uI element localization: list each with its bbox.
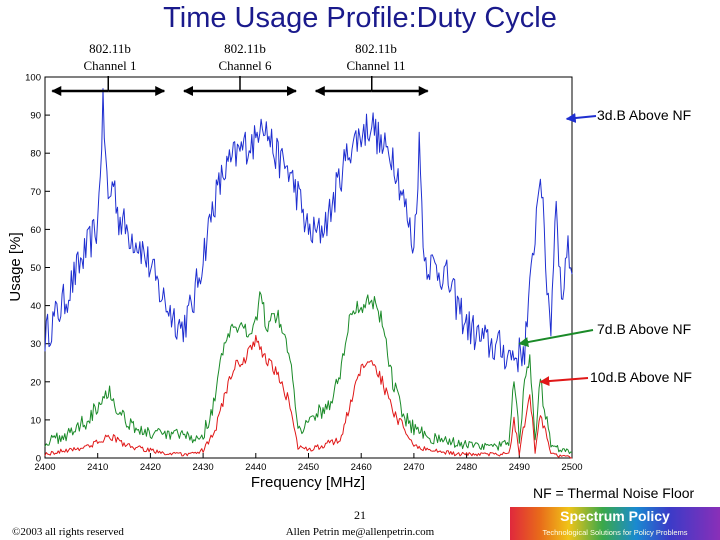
channel-markers (51, 76, 429, 96)
channel-1-standard: 802.11b (89, 41, 131, 56)
y-tick-label: 90 (30, 111, 41, 122)
channel-6-standard: 802.11b (224, 41, 266, 56)
logo-title: Spectrum Policy (560, 508, 670, 524)
page-number: 21 (354, 508, 366, 522)
y-tick-label: 0 (36, 454, 41, 465)
series-annotations (518, 113, 597, 387)
channel-11-name: Channel 11 (346, 58, 406, 73)
logo-tagline: Technological Solutions for Policy Probl… (542, 528, 688, 537)
slide-title: Time Usage Profile:Duty Cycle (163, 2, 557, 34)
y-tick-label: 50 (30, 263, 41, 274)
x-tick-label: 2430 (193, 462, 214, 473)
x-tick-label: 2450 (298, 462, 319, 473)
y-tick-label: 40 (30, 301, 41, 312)
channel-11-standard: 802.11b (355, 41, 397, 56)
series-10db-line (44, 334, 572, 459)
x-tick-label: 2400 (34, 462, 55, 473)
annotation-7db: 7d.B Above NF (597, 321, 692, 337)
footer-author: Allen Petrin me@allenpetrin.com (285, 526, 435, 538)
series-3db-line (44, 88, 573, 373)
x-tick-label: 2490 (509, 462, 530, 473)
channel-6-name: Channel 6 (218, 58, 272, 73)
noise-floor-note: NF = Thermal Noise Floor (533, 485, 695, 501)
series-7db-line (44, 291, 573, 454)
y-tick-label: 20 (30, 377, 41, 388)
x-tick-label: 2500 (561, 462, 582, 473)
x-tick-label: 2410 (87, 462, 108, 473)
y-tick-label: 60 (30, 225, 41, 236)
x-tick-label: 2420 (140, 462, 161, 473)
plot-frame (44, 76, 573, 459)
x-axis-label: Frequency [MHz] (251, 474, 365, 491)
annotation-10db-arrow (539, 376, 589, 387)
copyright-notice: ©2003 all rights reserved (12, 526, 124, 538)
series-layer (44, 88, 573, 459)
y-tick-label: 30 (30, 339, 41, 350)
y-tick-label: 100 (25, 73, 41, 84)
annotation-3db: 3d.B Above NF (597, 107, 692, 123)
annotation-10db: 10d.B Above NF (590, 369, 692, 385)
y-axis-label: Usage [%] (7, 232, 24, 301)
channel-11-label: 802.11b Channel 11 (316, 40, 436, 74)
x-tick-label: 2470 (403, 462, 424, 473)
x-tick-label: 2480 (456, 462, 477, 473)
channel-1-label: 802.11b Channel 1 (50, 40, 170, 74)
spectrum-policy-logo: Spectrum Policy Technological Solutions … (510, 507, 720, 540)
channel-6-label: 802.11b Channel 6 (185, 40, 305, 74)
channel-1-name: Channel 1 (83, 58, 137, 73)
y-tick-label: 80 (30, 149, 41, 160)
annotation-7db-arrow (518, 329, 594, 347)
x-tick-label: 2460 (351, 462, 372, 473)
annotation-3db-arrow (565, 113, 597, 123)
y-tick-label: 10 (30, 415, 41, 426)
x-axis: 2400 2410 2420 2430 2440 2450 2460 2470 2480 2490… (34, 453, 583, 473)
x-tick-label: 2440 (245, 462, 266, 473)
y-axis: 0 10 20 30 40 50 60 70 80 90 100 (25, 73, 50, 465)
y-tick-label: 70 (30, 187, 41, 198)
